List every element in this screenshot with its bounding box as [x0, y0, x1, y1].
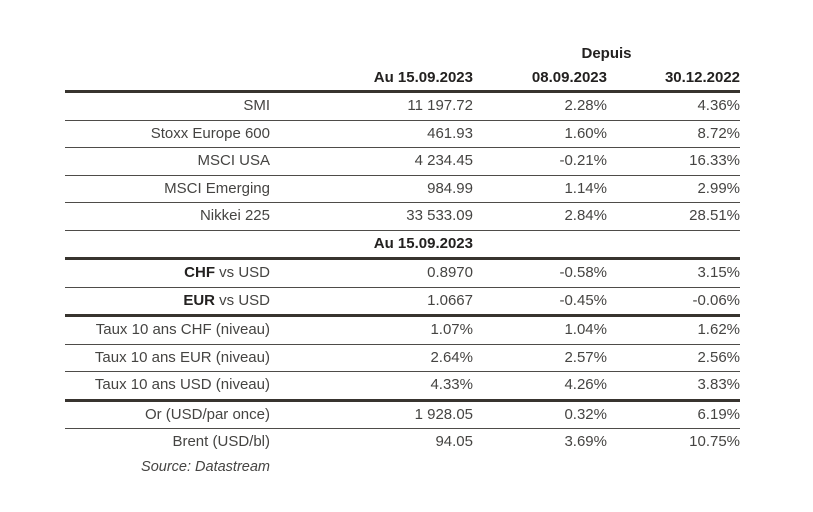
spacer-cell — [607, 230, 741, 260]
value-au-date: 1.0667 — [280, 287, 473, 317]
chg-since-0809: 2.28% — [473, 91, 607, 121]
chg-since-0809: 4.26% — [473, 371, 607, 402]
value-au-date: 4 234.45 — [280, 147, 473, 176]
value-au-date: 0.8970 — [280, 258, 473, 288]
column-header-row: Au 15.09.2023 08.09.2023 30.12.2022 — [65, 65, 741, 93]
chg-since-0809: 1.14% — [473, 175, 607, 203]
value-au-date: 1.07% — [280, 315, 473, 345]
table-row-msci-emerging: MSCI Emerging 984.99 1.14% 2.99% — [65, 175, 741, 203]
spacer-cell — [607, 456, 740, 478]
row-label: Taux 10 ans EUR (niveau) — [65, 344, 280, 372]
row-label-text: MSCI USA — [197, 152, 270, 169]
row-label: MSCI Emerging — [65, 175, 280, 203]
row-label-text: SMI — [243, 97, 270, 114]
fx-section-header-row: Au 15.09.2023 — [65, 230, 741, 260]
table-row-taux-usd: Taux 10 ans USD (niveau) 4.33% 4.26% 3.8… — [65, 371, 741, 402]
chg-since-3012: 2.56% — [607, 344, 741, 372]
chg-since-0809: 1.60% — [473, 120, 607, 148]
table-row-taux-eur: Taux 10 ans EUR (niveau) 2.64% 2.57% 2.5… — [65, 344, 741, 372]
row-label: CHF vs USD — [65, 258, 280, 288]
chg-since-3012: 4.36% — [607, 91, 741, 121]
row-label-text: Brent (USD/bl) — [172, 433, 270, 450]
col-header-au-date: Au 15.09.2023 — [280, 65, 473, 93]
row-label-text: Or (USD/par once) — [144, 405, 270, 423]
row-label: SMI — [65, 91, 280, 121]
chg-since-3012: 2.99% — [607, 175, 741, 203]
row-label-bold: CHF — [184, 264, 215, 281]
chg-since-0809: -0.21% — [473, 147, 607, 176]
chg-since-0809: -0.45% — [473, 287, 607, 317]
row-label-text: Taux 10 ans USD (niveau) — [94, 376, 270, 393]
table-row-stoxx: Stoxx Europe 600 461.93 1.60% 8.72% — [65, 120, 741, 148]
row-label: Stoxx Europe 600 — [65, 120, 280, 148]
chg-since-0809: 2.57% — [473, 344, 607, 372]
table-row-taux-chf: Taux 10 ans CHF (niveau) 1.07% 1.04% 1.6… — [65, 315, 741, 345]
fx-section-date-header: Au 15.09.2023 — [280, 230, 473, 260]
value-au-date: 33 533.09 — [280, 202, 473, 231]
chg-since-0809: 1.04% — [473, 315, 607, 345]
row-label-text: Taux 10 ans CHF (niveau) — [95, 321, 270, 338]
chg-since-3012: 3.83% — [607, 371, 741, 402]
row-label-text: MSCI Emerging — [164, 179, 270, 197]
depuis-header-row: Depuis — [65, 43, 740, 65]
row-label: Taux 10 ans USD (niveau) — [65, 371, 280, 402]
row-label-text: vs USD — [214, 264, 270, 281]
chg-since-0809: -0.58% — [473, 258, 607, 288]
value-au-date: 984.99 — [280, 175, 473, 203]
table-row-msci-usa: MSCI USA 4 234.45 -0.21% 16.33% — [65, 147, 741, 176]
value-au-date: 4.33% — [280, 371, 473, 402]
table-row-smi: SMI 11 197.72 2.28% 4.36% — [65, 91, 741, 121]
market-data-panel: Depuis Au 15.09.2023 08.09.2023 30.12.20… — [65, 43, 741, 478]
row-label-text: Stoxx Europe 600 — [150, 124, 270, 142]
chg-since-3012: -0.06% — [607, 287, 741, 317]
row-label: Brent (USD/bl) — [65, 429, 280, 456]
table-row-brent: Brent (USD/bl) 94.05 3.69% 10.75% — [65, 429, 740, 456]
row-label: MSCI USA — [65, 147, 280, 176]
spacer-cell — [65, 230, 280, 260]
chg-since-0809: 2.84% — [473, 202, 607, 231]
row-label-text: Nikkei 225 — [199, 207, 270, 224]
chg-since-3012: 6.19% — [607, 400, 741, 429]
depuis-header: Depuis — [581, 45, 632, 62]
table-row-chf-usd: CHF vs USD 0.8970 -0.58% 3.15% — [65, 258, 741, 288]
spacer-cell — [280, 456, 473, 478]
chg-since-0809: 0.32% — [473, 400, 607, 429]
chg-since-3012: 3.15% — [607, 258, 741, 288]
value-au-date: 94.05 — [435, 433, 473, 450]
spacer-cell — [473, 456, 607, 478]
market-data-table: Depuis Au 15.09.2023 08.09.2023 30.12.20… — [65, 43, 741, 478]
chg-since-3012: 28.51% — [607, 202, 741, 231]
chg-since-3012: 1.62% — [607, 315, 741, 345]
value-au-date: 461.93 — [280, 120, 473, 148]
value-au-date: 2.64% — [280, 344, 473, 372]
chg-since-3012: 10.75% — [689, 433, 741, 450]
row-label: EUR vs USD — [65, 287, 280, 317]
col-header-since-0809: 08.09.2023 — [473, 65, 607, 93]
row-label: Taux 10 ans CHF (niveau) — [65, 315, 280, 345]
chg-since-0809: 3.69% — [564, 433, 607, 450]
row-label: Nikkei 225 — [65, 202, 280, 231]
row-label-bold: EUR — [183, 291, 215, 309]
chg-since-3012: 8.72% — [607, 120, 741, 148]
source-note: Source: Datastream — [141, 458, 270, 475]
row-label-text: Taux 10 ans EUR (niveau) — [94, 348, 270, 366]
chg-since-3012: 16.33% — [607, 147, 741, 176]
spacer-cell — [65, 65, 280, 93]
value-au-date: 1 928.05 — [280, 400, 473, 429]
table-row-eur-usd: EUR vs USD 1.0667 -0.45% -0.06% — [65, 287, 741, 317]
source-row: Source: Datastream — [65, 456, 740, 478]
value-au-date: 11 197.72 — [280, 91, 473, 121]
row-label-text: vs USD — [214, 291, 270, 309]
col-header-since-3012: 30.12.2022 — [607, 65, 741, 93]
spacer-cell — [473, 230, 607, 260]
table-row-nikkei: Nikkei 225 33 533.09 2.84% 28.51% — [65, 202, 741, 231]
table-row-or: Or (USD/par once) 1 928.05 0.32% 6.19% — [65, 400, 741, 429]
spacer-cell — [65, 43, 473, 65]
row-label: Or (USD/par once) — [65, 400, 280, 429]
